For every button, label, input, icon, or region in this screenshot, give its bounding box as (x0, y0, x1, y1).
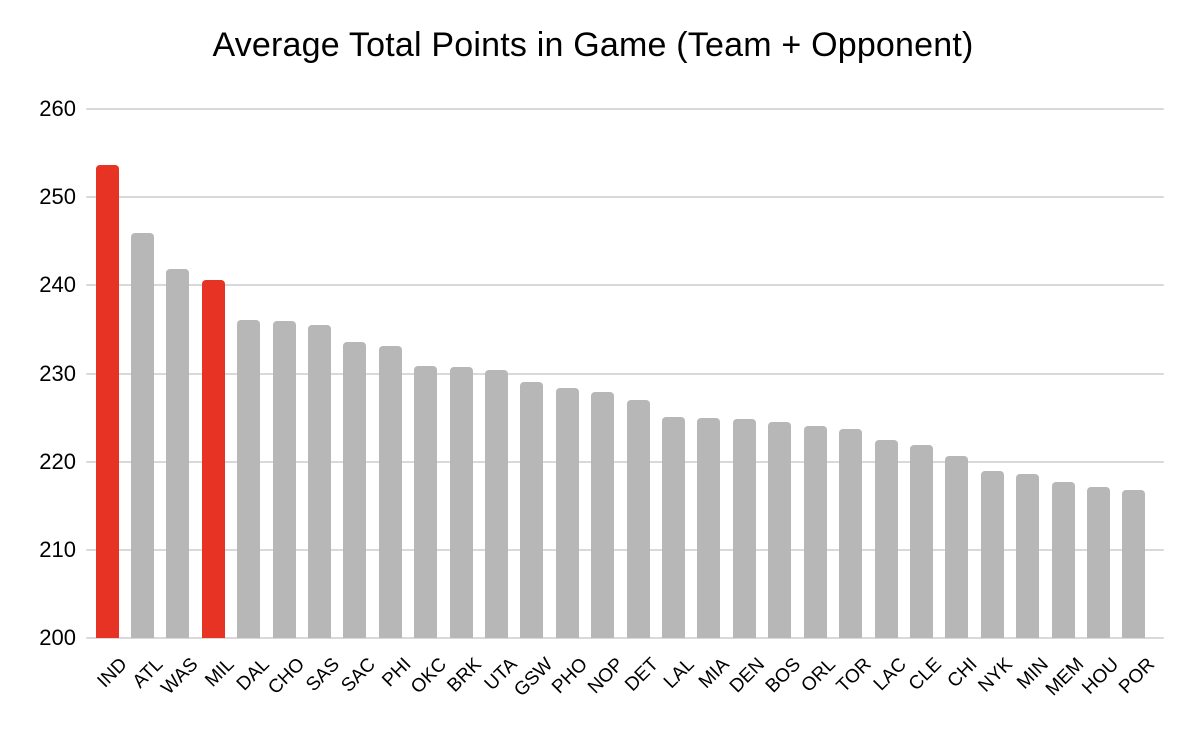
bar-PHO (555, 387, 579, 638)
bar-SAS (307, 325, 331, 638)
bar-ATL (130, 233, 154, 638)
x-tick-label-PHO: PHO (548, 654, 593, 698)
gridline-250 (86, 196, 1164, 199)
bar-WAS (166, 268, 190, 638)
x-tick-label-NYK: NYK (974, 654, 1018, 697)
gridline-200 (86, 637, 1164, 639)
x-tick-label-POR: POR (1114, 654, 1159, 698)
bar-DAL (237, 319, 261, 638)
bar-ORL (803, 425, 827, 638)
bar-CHO (272, 321, 296, 638)
x-tick-label-DET: DET (621, 654, 663, 696)
bar-BOS (768, 422, 792, 638)
y-tick-label-240: 240 (39, 272, 76, 298)
y-tick-label-220: 220 (39, 448, 76, 474)
bar-NYK (980, 471, 1004, 638)
x-tick-label-OKC: OKC (406, 654, 451, 698)
x-tick-label-LAL: LAL (659, 654, 699, 693)
gridline-240 (86, 284, 1164, 287)
x-tick-label-SAS: SAS (302, 654, 345, 696)
bar-BRK (449, 367, 473, 638)
bar-SAC (343, 341, 367, 638)
x-tick-label-WAS: WAS (157, 654, 203, 699)
x-tick-label-CLE: CLE (905, 654, 947, 695)
bar-IND (95, 165, 119, 638)
x-tick-label-HOU: HOU (1078, 654, 1124, 699)
x-tick-label-MIA: MIA (695, 654, 734, 693)
gridline-210 (86, 548, 1164, 551)
bar-MEM (1051, 481, 1075, 638)
bar-GSW (520, 382, 544, 638)
x-tick-label-CHI: CHI (943, 654, 982, 692)
bar-PHI (378, 346, 402, 638)
y-tick-label-210: 210 (39, 536, 76, 562)
x-tick-label-MIL: MIL (200, 654, 239, 692)
bar-POR (1122, 489, 1146, 638)
x-tick-label-GSW: GSW (509, 654, 557, 701)
bar-DET (626, 399, 650, 638)
chart-title: Average Total Points in Game (Team + Opp… (212, 26, 974, 64)
x-tick-label-NOP: NOP (583, 654, 628, 698)
bar-HOU (1086, 487, 1110, 638)
y-tick-label-260: 260 (39, 96, 76, 121)
bar-MIA (697, 417, 721, 638)
x-tick-label-LAC: LAC (869, 654, 911, 695)
plot-area: IND ATL WAS MIL DAL CHO SAS SAC PHI OKC BRK UTA GSW P… (86, 108, 1164, 701)
x-tick-label-IND: IND (93, 654, 132, 692)
bar-MIL (201, 280, 225, 638)
x-tick-label-BRK: BRK (443, 654, 486, 697)
x-tick-label-SAC: SAC (337, 654, 380, 697)
bar-LAC (874, 439, 898, 638)
bar-UTA (485, 369, 508, 638)
bar-CHI (945, 455, 969, 638)
y-tick-label-230: 230 (39, 360, 76, 386)
bar-LAL (662, 416, 686, 638)
x-tick-label-TOR: TOR (832, 654, 876, 697)
x-tick-label-DAL: DAL (232, 654, 274, 695)
x-tick-label-DEN: DEN (726, 654, 770, 698)
x-tick-label-MEM: MEM (1041, 654, 1088, 701)
bar-DEN (732, 419, 756, 638)
bar-NOP (591, 392, 615, 638)
gridline-230 (86, 372, 1164, 375)
bar-OKC (414, 365, 438, 638)
x-tick-label-CHO: CHO (264, 654, 309, 699)
y-tick-label-250: 250 (39, 184, 76, 210)
x-tick-label-BOS: BOS (761, 654, 805, 698)
x-tick-label-ORL: ORL (797, 654, 841, 697)
bar-MIN (1016, 474, 1040, 638)
gridline-260 (86, 108, 1164, 110)
bar-TOR (839, 429, 863, 638)
gridline-220 (86, 460, 1164, 463)
bar-CLE (909, 444, 933, 638)
y-tick-label-200: 200 (39, 625, 76, 650)
